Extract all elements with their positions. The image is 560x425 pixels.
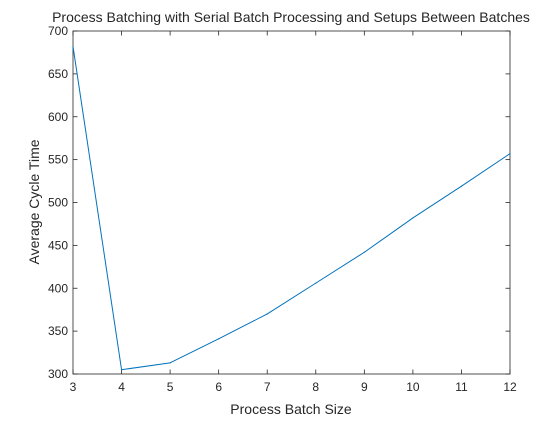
series-line (72, 46, 511, 371)
x-axis-label: Process Batch Size (230, 401, 352, 417)
y-tick-label: 350 (48, 324, 68, 338)
y-tick-label: 650 (48, 67, 68, 81)
x-tick-label: 9 (361, 380, 368, 394)
x-tick-label: 4 (118, 380, 125, 394)
chart-title: Process Batching with Serial Batch Proce… (52, 9, 530, 25)
x-tick-label: 12 (503, 380, 517, 394)
x-tick-label: 6 (215, 380, 222, 394)
x-tick-label: 10 (406, 380, 420, 394)
y-tick-label: 700 (48, 24, 68, 38)
y-tick-label: 550 (48, 153, 68, 167)
y-axis-label: Average Cycle Time (26, 139, 42, 264)
data-point (315, 282, 317, 284)
series (72, 45, 511, 371)
y-tick-label: 450 (48, 238, 68, 252)
data-point (169, 362, 171, 364)
y-axis-ticks: 300 350 400 450 500 550 600 650 700 (48, 24, 510, 381)
x-tick-label: 11 (455, 380, 468, 394)
y-tick-label: 300 (48, 367, 68, 381)
data-point (412, 217, 414, 219)
y-tick-label: 600 (48, 110, 68, 124)
x-tick-label: 5 (167, 380, 174, 394)
y-tick-label: 500 (48, 196, 68, 210)
y-tick-label: 400 (48, 281, 68, 295)
x-tick-label: 3 (70, 380, 77, 394)
axes (72, 30, 511, 375)
data-point (218, 338, 220, 340)
data-point (460, 185, 463, 187)
x-tick-label: 7 (264, 380, 271, 394)
data-point (266, 313, 268, 315)
plot-area (72, 30, 511, 375)
data-point (363, 251, 365, 253)
data-point (120, 369, 123, 371)
x-axis-ticks: 3 4 5 6 7 8 9 10 11 12 (70, 31, 517, 394)
x-tick-label: 8 (312, 380, 319, 394)
data-point (72, 45, 74, 48)
data-point (509, 153, 511, 155)
